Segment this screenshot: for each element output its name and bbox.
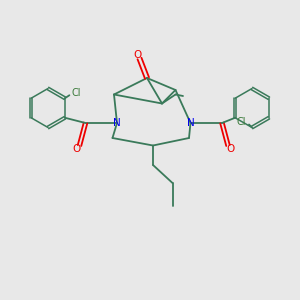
Text: N: N: [113, 118, 121, 128]
Text: O: O: [72, 144, 81, 154]
Text: O: O: [227, 144, 235, 154]
Text: Cl: Cl: [237, 117, 246, 127]
Text: Cl: Cl: [71, 88, 81, 98]
Text: O: O: [133, 50, 141, 61]
Text: N: N: [187, 118, 194, 128]
